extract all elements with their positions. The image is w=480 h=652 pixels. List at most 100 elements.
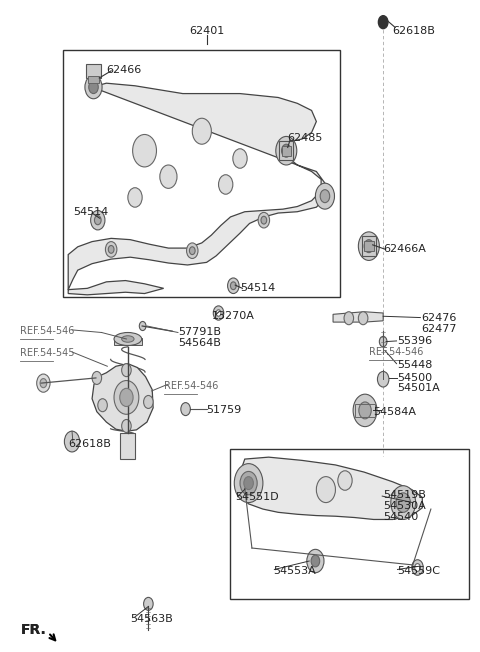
Bar <box>362 237 376 256</box>
Circle shape <box>281 144 291 157</box>
Bar <box>63 50 340 297</box>
Circle shape <box>128 188 142 207</box>
Circle shape <box>320 190 330 203</box>
Circle shape <box>120 389 133 406</box>
Circle shape <box>181 402 191 415</box>
Circle shape <box>364 240 373 252</box>
Text: 55396: 55396 <box>397 336 432 346</box>
Circle shape <box>228 278 239 293</box>
Circle shape <box>144 597 153 610</box>
Circle shape <box>114 381 139 414</box>
Bar <box>114 338 142 346</box>
Text: 54540: 54540 <box>383 512 419 522</box>
Bar <box>356 404 374 417</box>
Circle shape <box>233 149 247 168</box>
Text: REF.54-546: REF.54-546 <box>369 347 423 357</box>
Circle shape <box>92 372 102 385</box>
Circle shape <box>98 399 108 411</box>
Text: 62401: 62401 <box>189 25 224 36</box>
Text: 62618B: 62618B <box>393 25 435 36</box>
Circle shape <box>218 175 233 194</box>
Polygon shape <box>68 83 326 295</box>
Circle shape <box>216 310 221 316</box>
Text: 62485: 62485 <box>288 133 323 143</box>
Text: 54559C: 54559C <box>397 567 441 576</box>
Circle shape <box>378 16 388 29</box>
Circle shape <box>91 211 105 230</box>
Circle shape <box>139 321 146 331</box>
Circle shape <box>316 477 336 503</box>
Text: REF.54-546: REF.54-546 <box>21 326 75 336</box>
Text: 54564B: 54564B <box>178 338 221 348</box>
Polygon shape <box>92 364 153 431</box>
Text: FR.: FR. <box>21 623 46 637</box>
Circle shape <box>379 336 387 347</box>
Circle shape <box>213 306 224 320</box>
Circle shape <box>359 232 379 260</box>
Circle shape <box>240 471 257 495</box>
Text: 62476: 62476 <box>421 313 456 323</box>
Text: 54551D: 54551D <box>235 492 279 502</box>
Text: 54553A: 54553A <box>274 567 316 576</box>
Circle shape <box>187 243 198 258</box>
Text: REF.54-546: REF.54-546 <box>164 381 218 391</box>
Bar <box>281 146 291 156</box>
Text: REF.54-545: REF.54-545 <box>21 348 75 358</box>
Circle shape <box>276 136 297 165</box>
Polygon shape <box>333 312 383 322</box>
Circle shape <box>132 134 156 167</box>
Circle shape <box>377 372 389 387</box>
Circle shape <box>121 364 131 377</box>
Circle shape <box>108 246 114 253</box>
Circle shape <box>64 431 80 452</box>
Circle shape <box>344 312 354 325</box>
Circle shape <box>359 312 368 325</box>
Text: 62466: 62466 <box>107 65 142 74</box>
Circle shape <box>315 183 335 209</box>
Circle shape <box>36 374 50 393</box>
Text: 54519B: 54519B <box>383 490 426 500</box>
Bar <box>86 64 101 78</box>
Circle shape <box>261 216 267 224</box>
Circle shape <box>244 477 253 490</box>
Circle shape <box>40 379 47 388</box>
Bar <box>120 433 135 459</box>
Text: 57791B: 57791B <box>178 327 221 338</box>
Bar <box>364 241 373 251</box>
Text: 54501A: 54501A <box>397 383 440 393</box>
Circle shape <box>234 464 263 503</box>
Text: 54500: 54500 <box>397 373 432 383</box>
Circle shape <box>353 394 377 426</box>
Circle shape <box>121 419 131 432</box>
Circle shape <box>89 81 98 94</box>
Circle shape <box>338 471 352 490</box>
Text: 54584A: 54584A <box>373 407 417 417</box>
Circle shape <box>415 563 420 571</box>
Circle shape <box>391 486 416 520</box>
Ellipse shape <box>121 336 134 342</box>
Circle shape <box>192 118 211 144</box>
Circle shape <box>359 402 371 419</box>
Bar <box>88 76 99 83</box>
Text: 54563B: 54563B <box>130 614 173 625</box>
Circle shape <box>85 76 102 98</box>
Circle shape <box>412 559 423 575</box>
Text: 55448: 55448 <box>397 360 433 370</box>
Text: 62618B: 62618B <box>68 439 111 449</box>
Ellipse shape <box>114 333 142 346</box>
Circle shape <box>144 396 153 408</box>
Circle shape <box>95 216 101 225</box>
Text: 62466A: 62466A <box>383 244 426 254</box>
Circle shape <box>106 242 117 257</box>
Text: 54514: 54514 <box>73 207 108 217</box>
Circle shape <box>258 213 270 228</box>
Polygon shape <box>240 457 422 520</box>
Bar <box>230 449 469 599</box>
Text: 54514: 54514 <box>240 284 275 293</box>
Text: 62477: 62477 <box>421 323 457 334</box>
Text: FR.: FR. <box>21 623 46 637</box>
Bar <box>279 141 293 160</box>
Circle shape <box>311 555 320 567</box>
Text: 54530A: 54530A <box>383 501 426 511</box>
Circle shape <box>307 550 324 572</box>
